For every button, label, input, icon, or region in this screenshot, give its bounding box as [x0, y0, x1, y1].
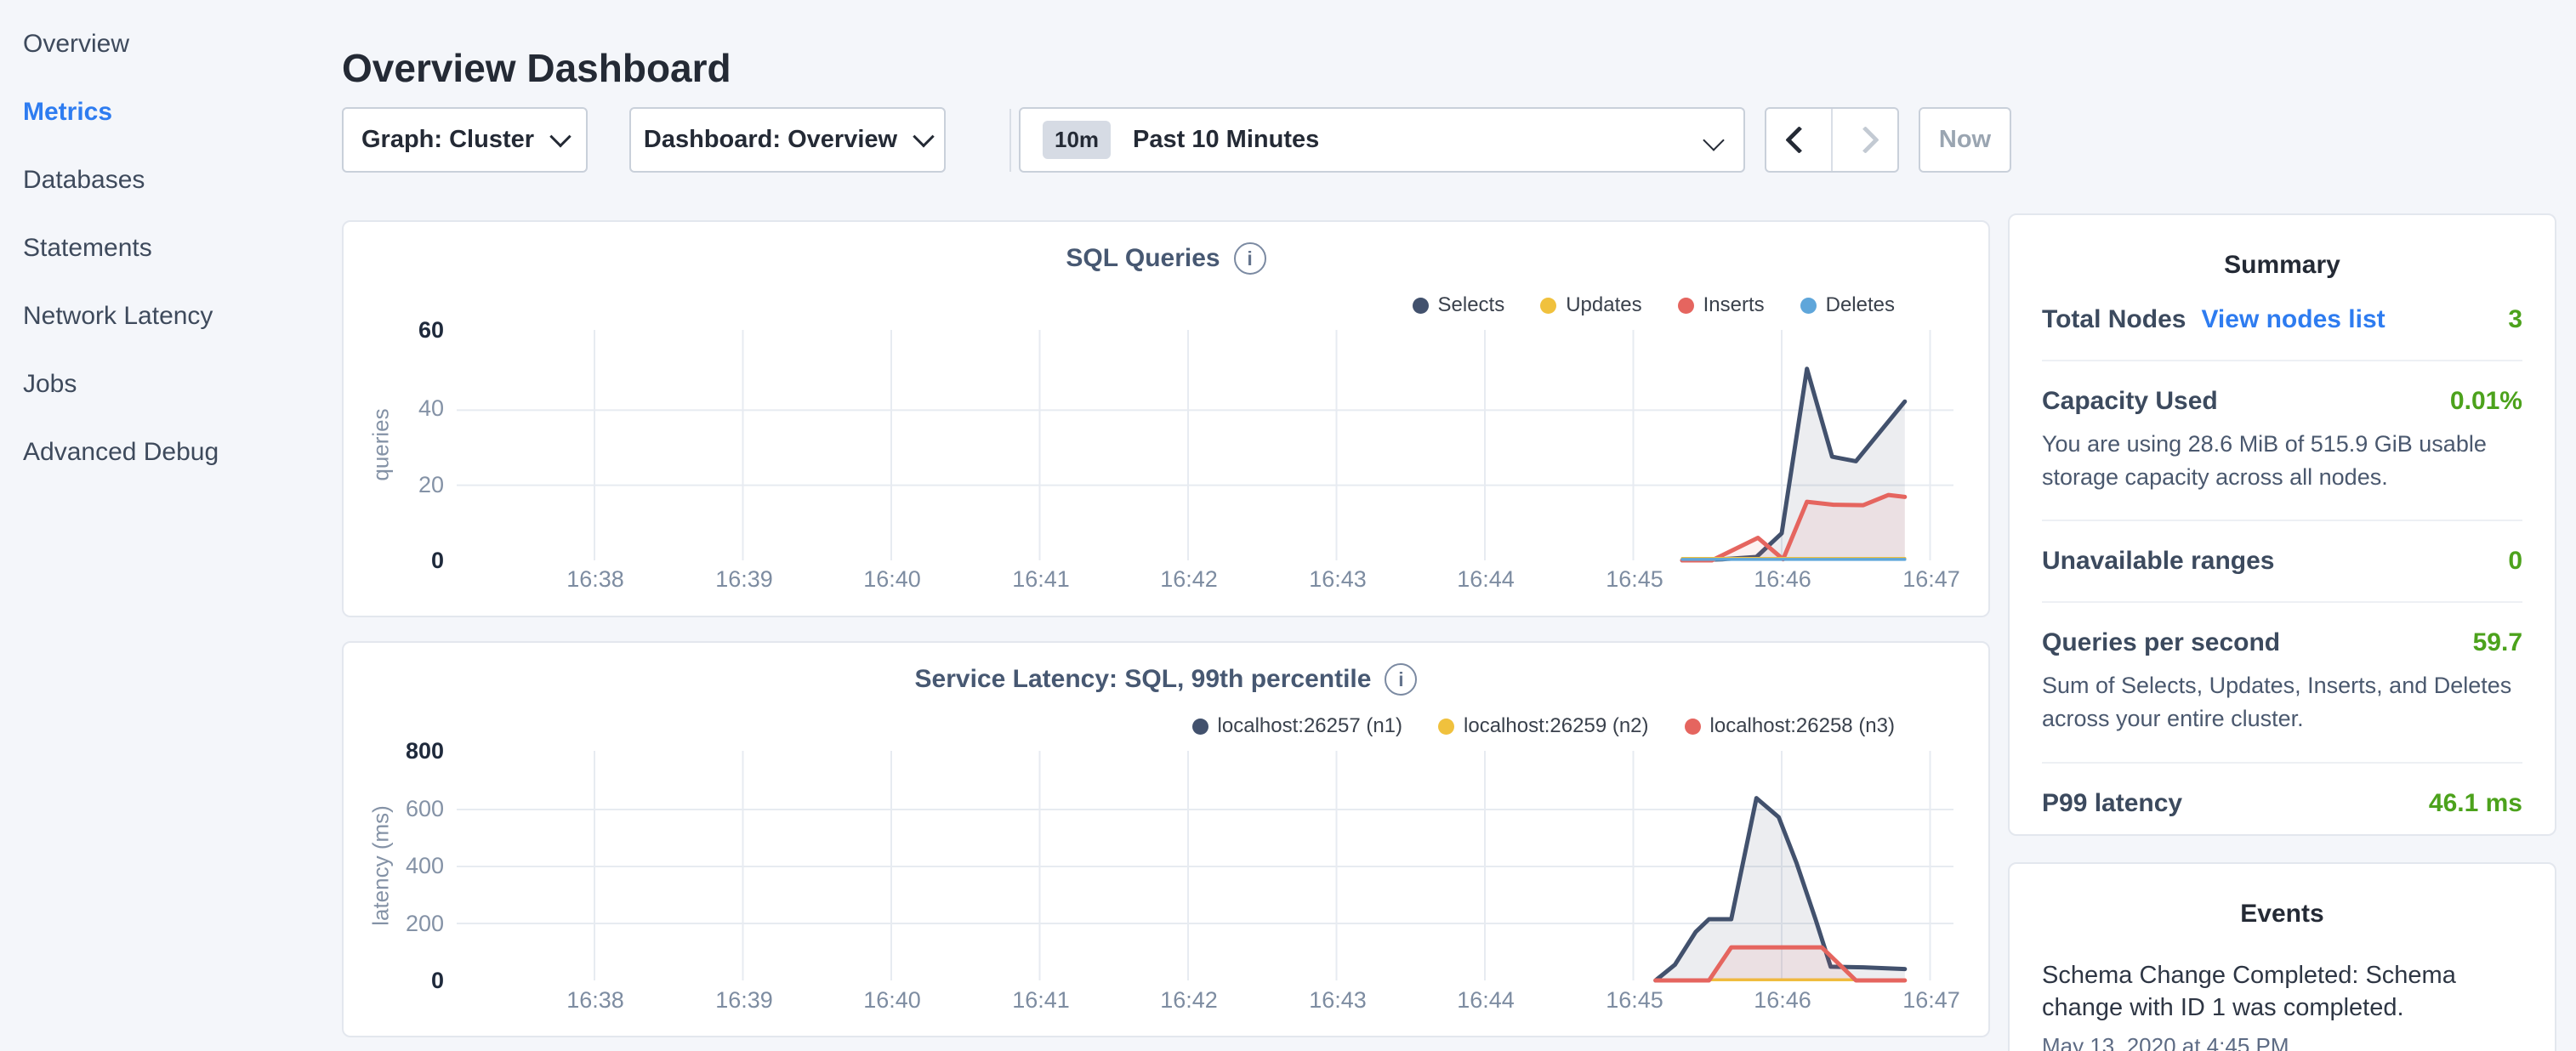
x-tick: 16:44 [1447, 566, 1525, 593]
metric-value: 3 [2508, 305, 2522, 334]
metric-label: Total Nodes [2042, 305, 2186, 334]
metric-label: P99 latency [2042, 789, 2182, 818]
summary-row-capacity: Capacity Used 0.01% You are using 28.6 M… [2042, 361, 2522, 521]
event-item[interactable]: Schema Change Completed: Schema change w… [2042, 959, 2522, 1051]
metric-description: Sum of Selects, Updates, Inserts, and De… [2042, 669, 2522, 736]
x-tick: 16:38 [556, 987, 634, 1014]
view-nodes-link[interactable]: View nodes list [2201, 305, 2385, 334]
time-range-badge: 10m [1043, 121, 1111, 159]
x-tick: 16:39 [705, 987, 783, 1014]
sql-queries-chart-plot[interactable] [344, 222, 1992, 619]
x-tick: 16:39 [705, 566, 783, 593]
dashboard-label: Dashboard: Overview [644, 126, 897, 154]
admin-ui-page: Overview Metrics Databases Statements Ne… [0, 0, 2576, 1051]
x-tick: 16:45 [1595, 566, 1674, 593]
divider [1009, 109, 1011, 172]
graph-type-label: Graph: Cluster [361, 126, 534, 154]
metric-label: Capacity Used [2042, 387, 2218, 416]
next-time-button[interactable] [1831, 109, 1897, 171]
sidebar-item-overview[interactable]: Overview [23, 10, 321, 78]
sql-queries-chart-card: SQL Queries i Selects Updates Inserts De… [342, 220, 1990, 617]
sidebar-item-network-latency[interactable]: Network Latency [23, 282, 321, 350]
x-tick: 16:47 [1892, 566, 1970, 593]
chevron-down-icon [1703, 129, 1724, 151]
x-tick: 16:44 [1447, 987, 1525, 1014]
now-button-label: Now [1939, 126, 1991, 154]
summary-row-p99: P99 latency 46.1 ms [2042, 764, 2522, 844]
metric-label: Unavailable ranges [2042, 547, 2274, 576]
chevron-left-icon [1785, 126, 1813, 154]
sidebar-item-jobs[interactable]: Jobs [23, 350, 321, 418]
sidebar-item-advanced-debug[interactable]: Advanced Debug [23, 418, 321, 486]
service-latency-chart-card: Service Latency: SQL, 99th percentile i … [342, 641, 1990, 1037]
x-tick: 16:45 [1595, 987, 1674, 1014]
metric-label: Queries per second [2042, 628, 2280, 657]
time-step-buttons [1765, 107, 1899, 173]
x-tick: 16:40 [853, 566, 931, 593]
x-tick: 16:43 [1299, 566, 1377, 593]
service-latency-chart-plot[interactable] [344, 643, 1992, 1039]
time-range-picker[interactable]: 10m Past 10 Minutes [1019, 107, 1745, 173]
metric-value: 0 [2508, 547, 2522, 576]
x-tick: 16:47 [1892, 987, 1970, 1014]
x-tick: 16:42 [1150, 987, 1228, 1014]
x-tick: 16:46 [1743, 566, 1822, 593]
x-tick: 16:41 [1002, 566, 1080, 593]
prev-time-button[interactable] [1766, 109, 1831, 171]
metric-description: You are using 28.6 MiB of 515.9 GiB usab… [2042, 428, 2522, 494]
x-tick: 16:43 [1299, 987, 1377, 1014]
event-timestamp: May 13, 2020 at 4:45 PM [2042, 1033, 2522, 1051]
x-tick: 16:40 [853, 987, 931, 1014]
metric-value: 0.01% [2450, 387, 2522, 416]
graph-type-dropdown[interactable]: Graph: Cluster [342, 107, 588, 173]
chevron-down-icon [549, 126, 571, 147]
chevron-down-icon [913, 126, 934, 147]
page-title: Overview Dashboard [342, 45, 731, 91]
time-range-label: Past 10 Minutes [1133, 126, 1319, 154]
sidebar-item-databases[interactable]: Databases [23, 146, 321, 214]
dashboard-dropdown[interactable]: Dashboard: Overview [629, 107, 946, 173]
summary-panel: Summary Total Nodes View nodes list 3 Ca… [2008, 213, 2556, 836]
summary-row-unavailable-ranges: Unavailable ranges 0 [2042, 521, 2522, 603]
x-tick: 16:41 [1002, 987, 1080, 1014]
events-title: Events [2042, 900, 2522, 929]
chevron-right-icon [1851, 126, 1879, 154]
sidebar-nav: Overview Metrics Databases Statements Ne… [23, 10, 321, 486]
summary-title: Summary [2042, 251, 2522, 280]
now-button[interactable]: Now [1919, 107, 2011, 173]
metric-value: 46.1 ms [2429, 789, 2522, 818]
events-panel: Events Schema Change Completed: Schema c… [2008, 862, 2556, 1051]
metric-value: 59.7 [2473, 628, 2522, 657]
summary-row-qps: Queries per second 59.7 Sum of Selects, … [2042, 603, 2522, 763]
sidebar-item-metrics[interactable]: Metrics [23, 78, 321, 146]
summary-row-total-nodes: Total Nodes View nodes list 3 [2042, 280, 2522, 361]
sidebar-item-statements[interactable]: Statements [23, 214, 321, 282]
event-text: Schema Change Completed: Schema change w… [2042, 959, 2522, 1025]
x-tick: 16:46 [1743, 987, 1822, 1014]
x-tick: 16:38 [556, 566, 634, 593]
x-tick: 16:42 [1150, 566, 1228, 593]
